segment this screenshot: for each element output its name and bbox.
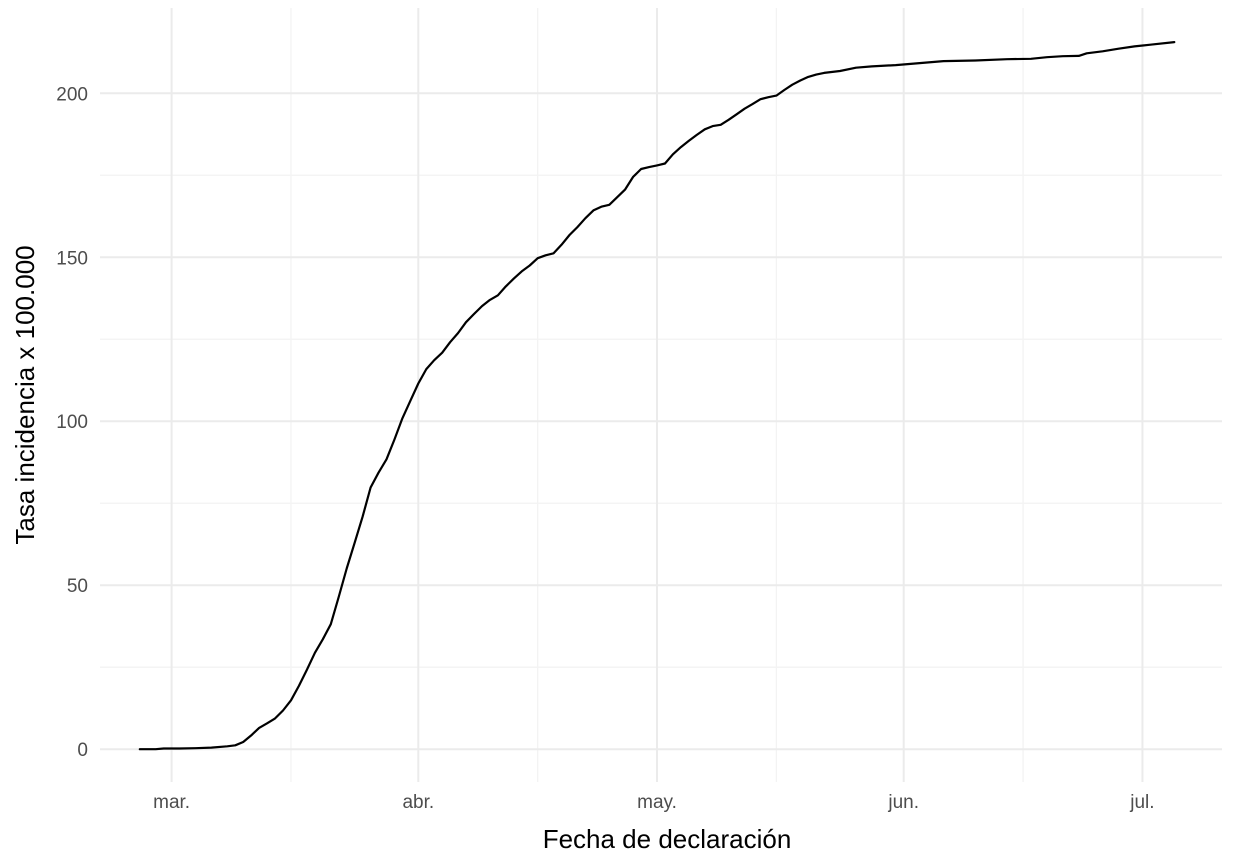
x-tick-label: jun. (887, 792, 919, 813)
y-axis-ticks: 0 50 100 150 200 (56, 84, 88, 761)
y-tick-label: 100 (56, 412, 88, 433)
major-gridlines (100, 8, 1222, 782)
y-tick-label: 0 (77, 740, 88, 761)
series-line-1 (138, 41, 1176, 751)
x-axis-title: Fecha de declaración (543, 824, 792, 854)
x-tick-label: mar. (153, 792, 190, 813)
minor-gridlines (100, 8, 1222, 782)
x-axis-ticks: mar. abr. may. jun. jul. (153, 792, 1154, 813)
x-tick-label: may. (637, 792, 677, 813)
x-tick-label: abr. (402, 792, 434, 813)
y-tick-label: 200 (56, 84, 88, 105)
y-axis-title: Tasa incidencia x 100.000 (10, 245, 40, 544)
y-tick-label: 50 (67, 576, 88, 597)
series-layer (138, 41, 1176, 751)
y-tick-label: 150 (56, 248, 88, 269)
x-tick-label: jul. (1129, 792, 1154, 813)
